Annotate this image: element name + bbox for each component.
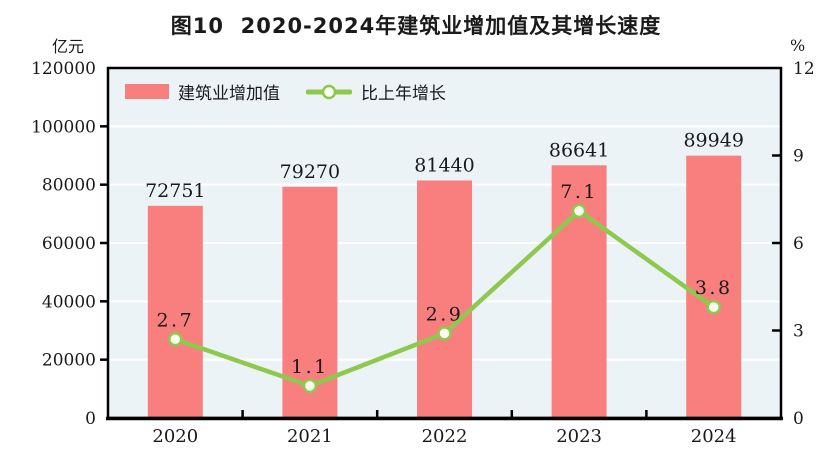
right-axis-unit: % [790,36,806,55]
line-value-label: 3.8 [695,277,733,299]
line-value-label: 1.1 [291,356,329,378]
legend-bar-label: 建筑业增加值 [178,84,280,104]
bar-2020 [147,205,203,418]
line-value-label: 7.1 [560,181,598,203]
right-tick-label: 3 [793,322,804,342]
left-axis-unit: 亿元 [52,37,85,56]
bar-value-label: 89949 [683,130,743,152]
legend: 建筑业增加值 比上年增长 [125,79,446,104]
x-category-label: 2020 [152,426,198,447]
line-value-label: 2.7 [156,309,194,331]
legend-line-marker-icon [306,84,352,99]
line-marker [571,203,587,219]
left-tick-label: 20000 [42,351,96,371]
bar-value-label: 86641 [549,139,609,161]
left-tick-label: 60000 [42,234,96,254]
x-category-label: 2021 [287,426,333,447]
line-marker [706,299,721,315]
line-value-label: 2.9 [426,303,464,325]
left-tick-label: 0 [85,409,96,429]
line-marker [302,378,318,394]
x-category-label: 2023 [556,426,602,447]
left-tick-label: 80000 [42,176,96,196]
line-marker [437,326,452,341]
legend-line-label: 比上年增长 [361,84,446,104]
legend-bar-swatch-icon [125,84,169,99]
left-tick-label: 120000 [31,59,96,79]
right-tick-label: 12 [793,59,815,79]
x-category-label: 2024 [691,426,737,447]
bar-value-label: 72751 [145,180,205,202]
bar-2024 [686,155,742,418]
right-tick-label: 0 [793,409,804,429]
bar-value-label: 79270 [280,161,340,183]
bar-value-label: 81440 [414,154,474,176]
bar-2023 [551,165,607,418]
left-tick-label: 100000 [31,117,96,137]
x-category-label: 2022 [422,426,468,447]
left-tick-label: 40000 [42,292,96,312]
line-marker [168,332,183,347]
chart-title: 图10 2020-2024年建筑业增加值及其增长速度 [170,14,662,38]
right-tick-label: 9 [793,147,804,167]
bar-2022 [417,180,472,418]
right-tick-label: 6 [793,234,804,254]
